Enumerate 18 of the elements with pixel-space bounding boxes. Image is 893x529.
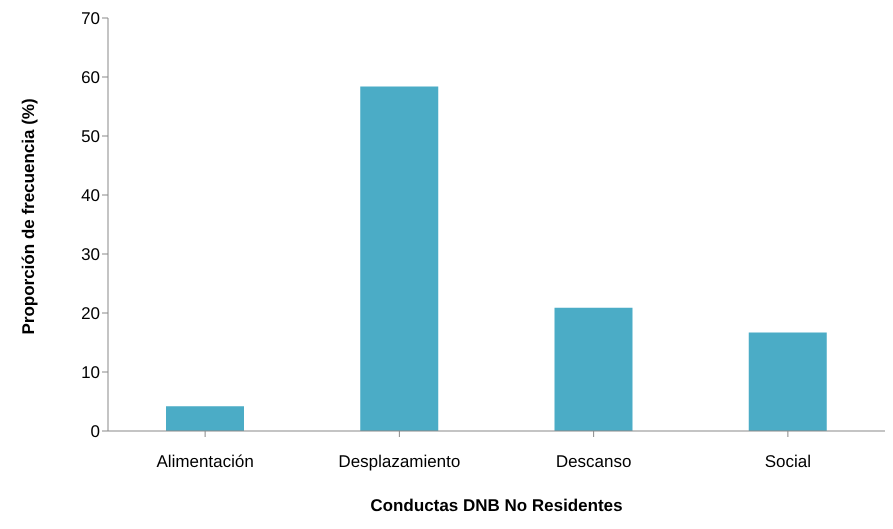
y-tick-label: 10: [81, 363, 100, 382]
y-tick-label: 70: [81, 9, 100, 28]
bar: [360, 86, 438, 431]
x-tick-label: Alimentación: [156, 452, 254, 472]
bar: [166, 406, 244, 431]
y-tick-label: 30: [81, 245, 100, 264]
x-axis-title: Conductas DNB No Residentes: [370, 496, 623, 515]
y-tick-label: 50: [81, 127, 100, 146]
x-tick-label: Descanso: [556, 452, 632, 472]
bar: [748, 332, 827, 431]
x-tick-label: Social: [764, 452, 812, 472]
y-tick-label: 60: [81, 68, 100, 88]
y-tick-label: 0: [90, 422, 100, 442]
y-tick-label: 40: [81, 186, 100, 206]
y-tick-label: 20: [81, 304, 100, 324]
y-axis-title: Proporción de frecuencia (%): [19, 98, 38, 334]
bar: [554, 308, 632, 431]
x-tick-label: Desplazamiento: [338, 452, 460, 472]
